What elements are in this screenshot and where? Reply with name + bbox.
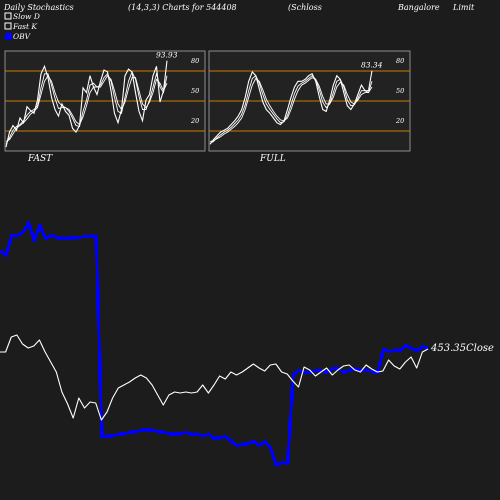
legend-swatch-obv — [4, 32, 12, 40]
full-ytick-80: 80 — [396, 57, 404, 65]
legend-label-obv: OBV — [13, 32, 32, 41]
fast-panel-caption: FAST — [27, 154, 53, 164]
fast-line-d — [5, 70, 168, 145]
chart-params: (14,3,3) Charts for 544408 — [128, 3, 237, 12]
company-name-part2: Bangalore — [397, 3, 440, 12]
obv-line — [0, 220, 429, 467]
fast-last-value-label: 93.93 — [156, 51, 178, 60]
legend-label-slow-d: Slow D — [13, 12, 40, 21]
company-name-part1: (Schloss — [288, 3, 322, 12]
legend-swatch-slow-d — [4, 12, 12, 20]
full-last-value-label: 83.34 — [361, 61, 383, 70]
full-line-d — [209, 74, 373, 144]
chart-title: Daily Stochastics — [3, 3, 74, 12]
legend-swatch-fast-k — [4, 22, 12, 30]
fast-line-d2 — [5, 74, 168, 142]
full-line-k — [209, 70, 373, 145]
fast-ytick-80: 80 — [191, 57, 199, 65]
company-name-part3: Limit — [452, 3, 475, 12]
full-ytick-20: 20 — [395, 117, 404, 125]
full-panel-caption: FULL — [259, 154, 286, 164]
fast-ytick-50: 50 — [191, 87, 199, 95]
fast-ytick-20: 20 — [190, 117, 199, 125]
full-line-d2 — [209, 77, 373, 142]
full-ytick-50: 50 — [396, 87, 404, 95]
close-price-line — [0, 334, 429, 421]
close-last-value-label: 453.35Close — [430, 343, 494, 354]
legend-label-fast-k: Fast K — [12, 22, 37, 31]
